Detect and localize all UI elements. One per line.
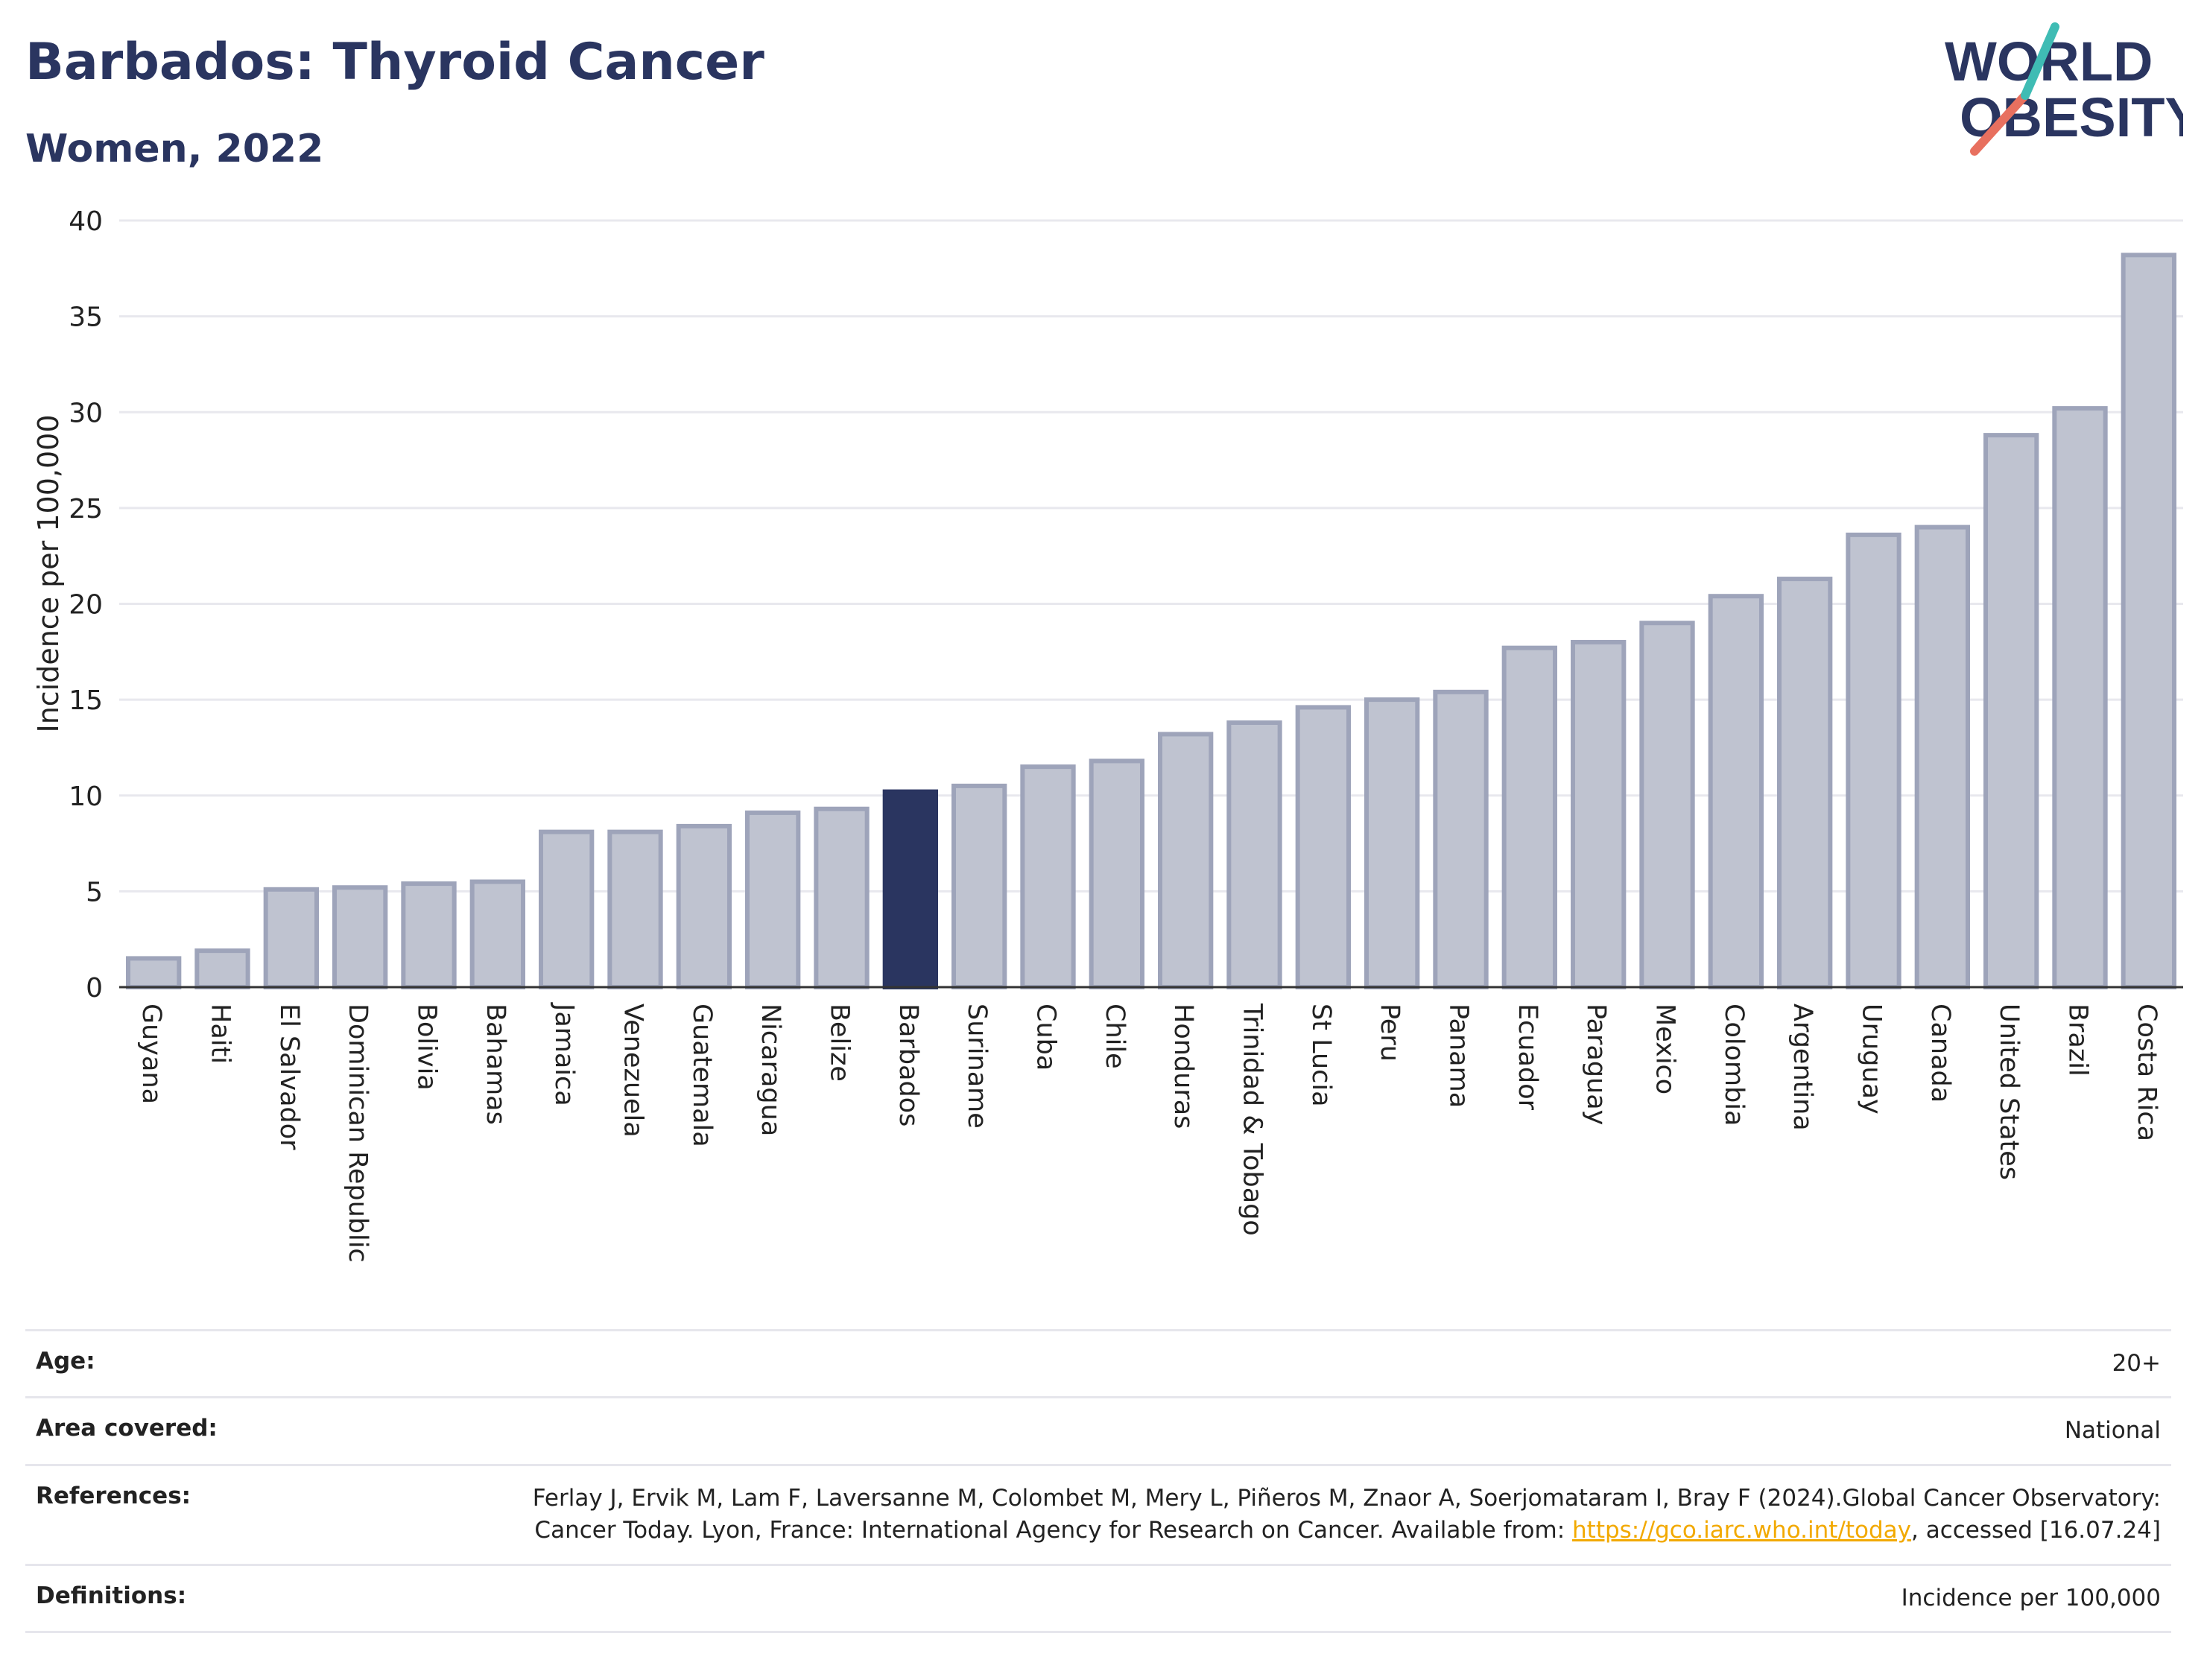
references-link[interactable]: https://gco.iarc.who.int/today — [1572, 1517, 1911, 1544]
grid-lines — [119, 219, 2183, 893]
bar-cuba — [1020, 764, 1076, 989]
bar-uruguay — [1846, 532, 1901, 989]
x-tick-label: Belize — [825, 1004, 855, 1082]
area-value: National — [2064, 1417, 2161, 1445]
bar-argentina — [1777, 577, 1833, 989]
x-tick-label: Barbados — [893, 1004, 923, 1126]
age-label: Age: — [36, 1348, 95, 1375]
x-tick-label: United States — [1994, 1004, 2024, 1180]
meta-row-age: Age: 20+ — [25, 1329, 2171, 1396]
y-tick-label: 10 — [69, 782, 103, 812]
x-tick-label: Panama — [1444, 1004, 1474, 1108]
y-tick-label: 25 — [69, 494, 103, 524]
bar-barbados — [882, 789, 938, 989]
bar-chile — [1089, 758, 1144, 989]
x-tick-label: Uruguay — [1857, 1004, 1887, 1115]
bar-costa-rica — [2121, 253, 2176, 990]
x-tick-label: Nicaragua — [756, 1004, 785, 1136]
x-tick-label: Bolivia — [412, 1004, 442, 1091]
chart-subtitle: Women, 2022 — [25, 127, 324, 171]
bar-chart: 0 5 10 15 20 25 30 35 40 Guyana Haiti El Salvador D… — [32, 206, 2183, 1263]
bar-jamaica — [539, 829, 595, 989]
svg-text:OBESITY: OBESITY — [1960, 86, 2183, 148]
bar-guyana — [126, 956, 182, 989]
y-axis-label: Incidence per 100,000 — [32, 414, 65, 732]
y-axis-ticks: 0 5 10 15 20 25 30 35 40 — [69, 206, 103, 1004]
bar-honduras — [1158, 732, 1214, 989]
bar-brazil — [2052, 406, 2108, 990]
meta-row-area: Area covered: National — [25, 1396, 2171, 1463]
bar-haiti — [194, 948, 250, 989]
chart-title: Barbados: Thyroid Cancer — [25, 33, 764, 92]
bar-mexico — [1639, 621, 1695, 989]
bar-paraguay — [1571, 639, 1627, 989]
bar-peru — [1364, 697, 1420, 989]
y-tick-label: 15 — [69, 685, 103, 716]
bar-bolivia — [401, 881, 457, 990]
bar-st-lucia — [1295, 705, 1351, 989]
references-label: References: — [36, 1482, 191, 1509]
x-tick-label: Cuba — [1031, 1004, 1061, 1071]
x-tick-label: Argentina — [1787, 1004, 1817, 1131]
x-tick-label: Jamaica — [549, 1002, 579, 1106]
bar-colombia — [1708, 594, 1764, 989]
x-tick-label: Colombia — [1719, 1004, 1749, 1126]
x-tick-label: Paraguay — [1581, 1004, 1611, 1125]
age-value: 20+ — [2112, 1350, 2161, 1377]
x-tick-label: Canada — [1925, 1004, 1955, 1103]
x-tick-label: Suriname — [962, 1004, 992, 1129]
x-tick-label: Chile — [1100, 1004, 1130, 1069]
references-text: Ferlay J, Ervik M, Lam F, Laversanne M, … — [532, 1484, 2161, 1544]
bar-panama — [1433, 689, 1489, 990]
bar-suriname — [951, 783, 1007, 989]
y-tick-label: 35 — [69, 302, 103, 333]
x-axis-ticks: Guyana Haiti El Salvador Dominican Republic… — [136, 1002, 2162, 1263]
bar-bahamas — [469, 879, 525, 990]
x-tick-label: Costa Rica — [2132, 1004, 2162, 1141]
bar-ecuador — [1501, 645, 1557, 989]
bar-nicaragua — [745, 810, 801, 990]
x-tick-label: Ecuador — [1513, 1004, 1542, 1111]
meta-row-definitions: Definitions: Incidence per 100,000 — [25, 1563, 2171, 1633]
y-tick-label: 20 — [69, 590, 103, 621]
x-tick-label: Peru — [1375, 1004, 1405, 1062]
bar-united-states — [1983, 433, 2039, 989]
world-obesity-logo: WORLD OBESITY — [1945, 22, 2183, 156]
y-tick-label: 40 — [69, 206, 103, 237]
bar-canada — [1914, 524, 1970, 990]
y-tick-label: 5 — [86, 877, 103, 907]
y-tick-label: 0 — [86, 973, 103, 1004]
x-tick-label: Mexico — [1650, 1004, 1680, 1094]
x-tick-label: Dominican Republic — [343, 1004, 373, 1263]
metadata-table: Age: 20+ Area covered: National Referenc… — [25, 1329, 2171, 1633]
bar-belize — [814, 806, 870, 989]
x-tick-label: El Salvador — [274, 1004, 304, 1150]
references-value: Ferlay J, Ervik M, Lam F, Laversanne M, … — [447, 1483, 2161, 1547]
x-tick-label: Trinidad & Tobago — [1238, 1003, 1267, 1236]
x-tick-label: St Lucia — [1306, 1004, 1336, 1107]
x-tick-label: Venezuela — [618, 1004, 648, 1138]
bar-dominican-republic — [332, 885, 388, 989]
x-tick-label: Brazil — [2063, 1004, 2093, 1077]
bar-el-salvador — [263, 887, 319, 989]
x-tick-label: Bahamas — [481, 1004, 510, 1125]
y-tick-label: 30 — [69, 398, 103, 428]
definitions-value: Incidence per 100,000 — [1901, 1584, 2161, 1611]
references-tail: , accessed [16.07.24] — [1910, 1517, 2161, 1544]
x-tick-label: Guyana — [136, 1004, 166, 1104]
definitions-label: Definitions: — [36, 1582, 187, 1609]
meta-row-references: References: Ferlay J, Ervik M, Lam F, La… — [25, 1463, 2171, 1564]
bar-trinidad-tobago — [1226, 720, 1282, 989]
bar-guatemala — [676, 823, 732, 989]
x-tick-label: Haiti — [206, 1004, 235, 1064]
x-tick-label: Honduras — [1168, 1004, 1198, 1129]
bar-venezuela — [607, 829, 663, 989]
bars — [119, 253, 2183, 990]
area-label: Area covered: — [36, 1415, 218, 1442]
x-tick-label: Guatemala — [687, 1004, 717, 1147]
